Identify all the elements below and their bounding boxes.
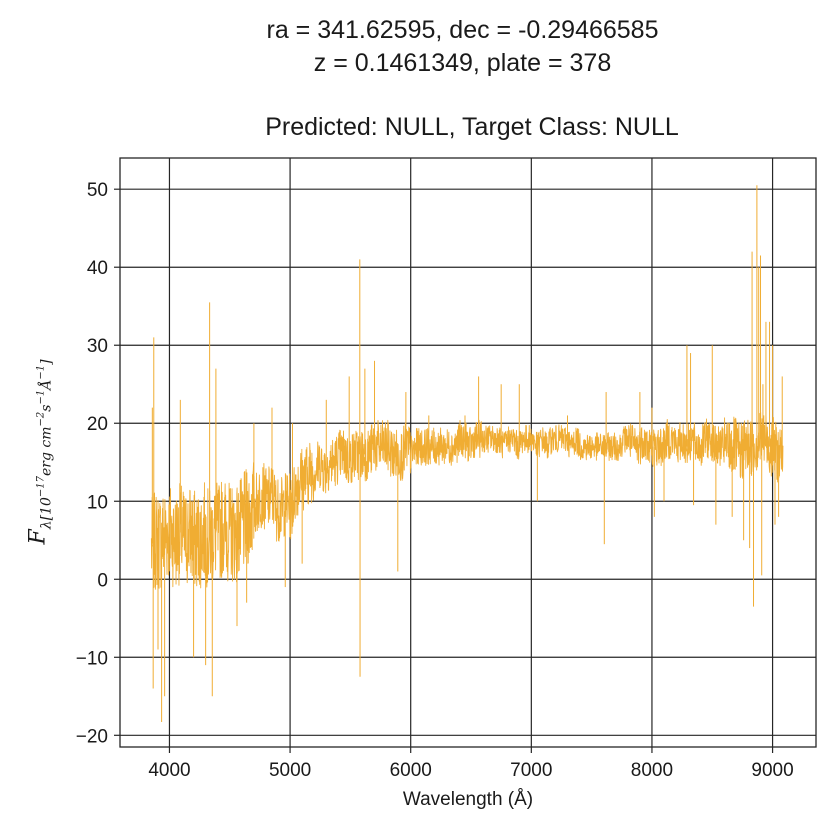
x-tick-label: 5000 (269, 760, 311, 781)
ylabel-unit-angstrom: Å (38, 379, 55, 390)
chart-subtitle: Predicted: NULL, Target Class: NULL (265, 113, 679, 141)
x-tick-label: 7000 (510, 760, 552, 781)
ylabel-exp-1a: −1 (35, 389, 47, 405)
axis-ticks: 4000 5000 6000 7000 8000 9000 −20 −10 0 10 20 30 40 5… (76, 180, 794, 781)
y-axis-label: Fλ[10−17erg cm−2s−1Å−1] (26, 359, 55, 544)
x-axis-label: Wavelength (Å) (402, 789, 534, 810)
x-tick-label: 4000 (148, 760, 190, 781)
ylabel-lambda: λ (38, 520, 55, 530)
chart-title-line-1: ra = 341.62595, dec = -0.29466585 (266, 16, 659, 44)
ylabel-exp-1b: −1 (35, 364, 47, 380)
spectrum-line (150, 411, 784, 590)
ylabel-unit-open: [10 (38, 497, 55, 521)
y-tick-label: −20 (76, 726, 108, 747)
ylabel-subscript: λ[10−17erg cm−2s−1Å−1] (35, 359, 55, 530)
ylabel-exp-17: −17 (35, 476, 47, 498)
chart-title-line-2: z = 0.1461349, plate = 378 (313, 49, 612, 77)
y-tick-label: 30 (87, 336, 108, 357)
y-tick-label: 0 (97, 570, 108, 591)
x-tick-label: 9000 (751, 760, 793, 781)
ylabel-unit-close: ] (38, 359, 55, 365)
ylabel-symbol: F (25, 529, 51, 545)
y-tick-label: −10 (76, 648, 108, 669)
x-tick-label: 8000 (631, 760, 673, 781)
ylabel-unit-erg: erg cm (38, 426, 55, 477)
y-tick-label: 10 (87, 492, 108, 513)
spectrum-series (150, 185, 784, 723)
y-tick-label: 20 (87, 414, 108, 435)
y-tick-label: 40 (87, 258, 108, 279)
ylabel-exp-2: −2 (35, 411, 47, 427)
x-tick-label: 6000 (390, 760, 432, 781)
plot-frame (119, 157, 817, 748)
ylabel-unit-s: s (38, 404, 55, 412)
y-tick-label: 50 (87, 180, 108, 201)
